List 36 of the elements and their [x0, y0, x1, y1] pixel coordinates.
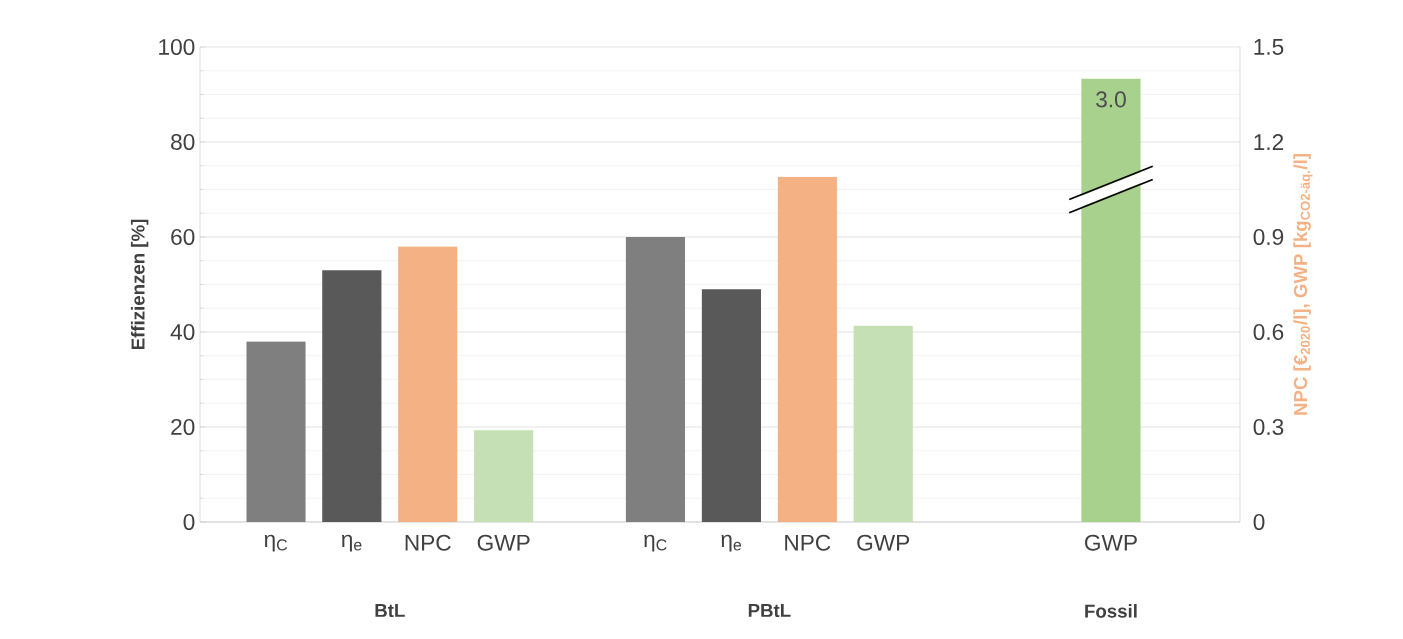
- y-tick-label: 100: [159, 38, 195, 56]
- bar: [398, 246, 458, 522]
- y2-tick-label: 1.2: [1254, 134, 1284, 150]
- bar: [474, 430, 534, 522]
- bar: [777, 176, 837, 522]
- y2-tick-label: 0.3: [1253, 418, 1284, 436]
- x-tick-label: GWP: [1085, 534, 1137, 551]
- text: Fossil: [1085, 604, 1137, 618]
- y-tick-label: 40: [170, 323, 195, 341]
- text: PBtL: [748, 604, 791, 618]
- x-tick-label: NPC: [405, 534, 451, 551]
- y2-tick-label: 0: [1253, 513, 1265, 531]
- bar: [853, 325, 913, 522]
- x-tick-label: η$_{e}$: [721, 534, 742, 552]
- bar: [1081, 78, 1141, 522]
- y2-tick-label: 1.5: [1254, 39, 1284, 55]
- y-tick-label: 60: [171, 228, 195, 246]
- bar: [322, 270, 382, 522]
- y-axis-title: Effizienzen [%]: [130, 219, 149, 350]
- x-tick-label: GWP: [857, 534, 910, 551]
- annotation: 3.0: [1096, 91, 1126, 108]
- y2-tick-label: 0.6: [1253, 323, 1284, 341]
- x-tick-label: η$_{C}$: [264, 534, 288, 552]
- x-tick-label: GWP: [477, 534, 530, 551]
- bar: [625, 236, 686, 522]
- bar: [701, 289, 761, 522]
- x-tick-label: NPC: [785, 534, 831, 551]
- text: BtL: [375, 604, 405, 618]
- x-tick-label: η$_{e}$: [341, 534, 362, 552]
- y2-axis-title: NPC [€$_{2020}$/l], GWP [kg$_{CO2-äq.}$/l]: [1293, 154, 1313, 415]
- x-tick-label: η$_{C}$: [644, 534, 667, 552]
- y2-tick-label: 0.9: [1253, 228, 1284, 246]
- y-tick-label: 0: [183, 513, 195, 531]
- y-tick-label: 20: [171, 418, 195, 436]
- bar: [246, 341, 306, 522]
- y-tick-label: 80: [171, 133, 195, 151]
